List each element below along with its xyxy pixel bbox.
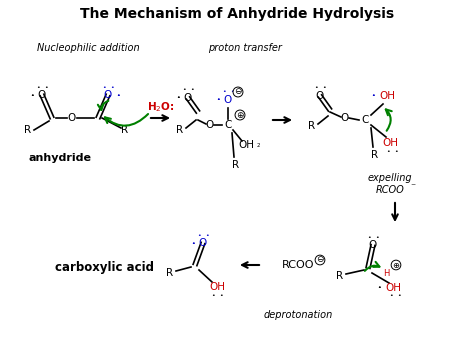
- Text: •: •: [386, 149, 390, 153]
- Text: OH: OH: [209, 282, 225, 292]
- Text: •: •: [375, 235, 379, 239]
- Text: •: •: [367, 235, 371, 239]
- Text: carboxylic acid: carboxylic acid: [55, 261, 155, 274]
- Text: OH: OH: [379, 91, 395, 101]
- Text: R: R: [309, 121, 316, 131]
- Text: Nucleophilic addition: Nucleophilic addition: [36, 43, 139, 53]
- Text: •: •: [44, 85, 48, 89]
- Text: ⊕: ⊕: [392, 260, 400, 270]
- Text: C: C: [361, 115, 369, 125]
- Text: H: H: [383, 269, 389, 277]
- Text: •: •: [191, 240, 195, 245]
- Text: O: O: [104, 90, 112, 100]
- Text: R: R: [25, 125, 32, 135]
- Text: •: •: [216, 98, 220, 102]
- Text: •: •: [36, 85, 40, 89]
- Text: O: O: [38, 90, 46, 100]
- Text: O: O: [199, 238, 207, 248]
- Text: ⁻: ⁻: [410, 182, 416, 192]
- Text: RCOO: RCOO: [375, 185, 404, 195]
- Text: •: •: [230, 89, 234, 95]
- Text: •: •: [322, 85, 326, 90]
- Text: •: •: [197, 233, 201, 238]
- Text: RCOO: RCOO: [282, 260, 314, 270]
- Text: O: O: [316, 91, 324, 101]
- Text: O: O: [369, 240, 377, 250]
- Text: •: •: [191, 240, 195, 245]
- Text: •: •: [110, 85, 114, 89]
- Text: $_2$: $_2$: [256, 140, 261, 150]
- Text: •: •: [205, 233, 209, 238]
- Text: •: •: [102, 85, 106, 89]
- Text: R: R: [121, 125, 128, 135]
- Text: proton transfer: proton transfer: [208, 43, 282, 53]
- Text: •: •: [314, 85, 318, 90]
- Text: •: •: [116, 92, 120, 98]
- Text: •: •: [176, 96, 180, 101]
- Text: OH: OH: [382, 138, 398, 148]
- Text: •: •: [371, 94, 375, 99]
- Text: •: •: [394, 149, 398, 153]
- Text: •: •: [216, 98, 220, 102]
- Text: O: O: [341, 113, 349, 123]
- Text: O: O: [184, 93, 192, 103]
- Text: OH: OH: [238, 140, 254, 150]
- Text: •: •: [377, 286, 381, 290]
- Text: •: •: [219, 293, 223, 299]
- Text: deprotonation: deprotonation: [264, 310, 333, 320]
- Text: ⊖: ⊖: [316, 255, 324, 265]
- Text: •: •: [371, 94, 375, 99]
- Text: •: •: [190, 87, 194, 92]
- Text: R: R: [176, 125, 183, 135]
- Text: R: R: [232, 160, 239, 170]
- Text: R: R: [166, 268, 173, 278]
- Text: •: •: [397, 293, 401, 299]
- Text: ⊕: ⊕: [236, 110, 244, 119]
- Text: O: O: [224, 95, 232, 105]
- Text: C: C: [224, 120, 232, 130]
- Text: •: •: [116, 92, 120, 98]
- Text: •: •: [211, 293, 215, 299]
- Text: •: •: [30, 92, 34, 98]
- Text: •: •: [182, 87, 186, 92]
- Text: •: •: [222, 89, 226, 95]
- Text: R: R: [372, 150, 379, 160]
- Text: •: •: [30, 92, 34, 98]
- Text: expelling: expelling: [368, 173, 412, 183]
- Text: •: •: [389, 293, 393, 299]
- Text: •: •: [176, 96, 180, 101]
- Text: The Mechanism of Anhydride Hydrolysis: The Mechanism of Anhydride Hydrolysis: [80, 7, 394, 21]
- Text: O: O: [68, 113, 76, 123]
- Text: H$_2$O:: H$_2$O:: [147, 100, 175, 114]
- Text: •: •: [377, 286, 381, 290]
- Text: OH: OH: [385, 283, 401, 293]
- Text: O: O: [206, 120, 214, 130]
- Text: R: R: [337, 271, 344, 281]
- Text: ⊖: ⊖: [234, 87, 242, 97]
- Text: anhydride: anhydride: [28, 153, 91, 163]
